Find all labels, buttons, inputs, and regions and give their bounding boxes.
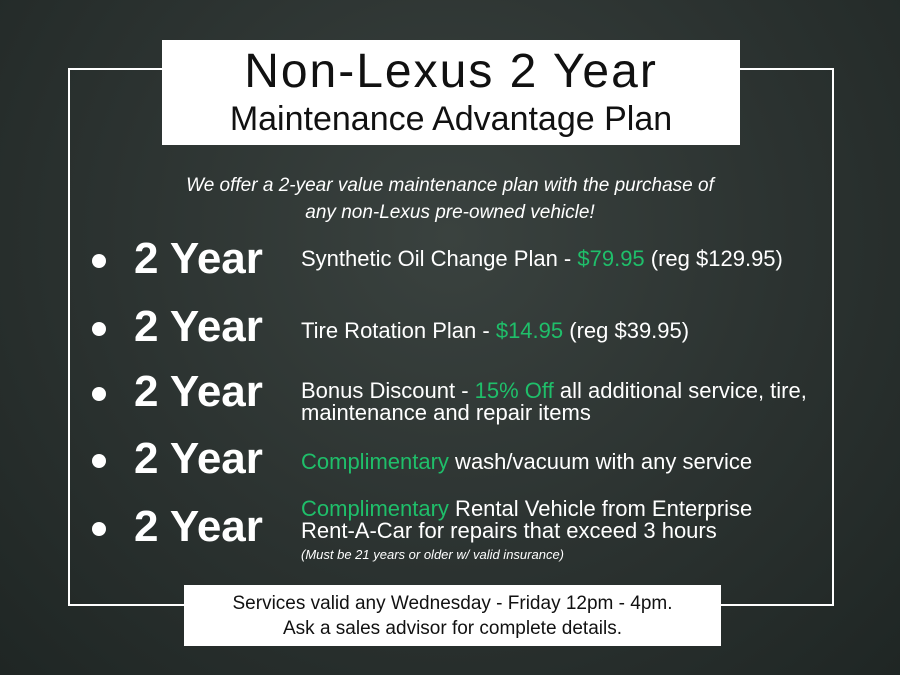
item-label: 2 Year	[134, 302, 263, 351]
footer-line-2: Ask a sales advisor for complete details…	[283, 618, 622, 639]
intro-text: We offer a 2-year value maintenance plan…	[100, 172, 800, 226]
item-desc: Tire Rotation Plan - $14.95 (reg $39.95)	[301, 318, 690, 343]
intro-line-1: We offer a 2-year value maintenance plan…	[186, 175, 714, 196]
item-desc: Bonus Discount - 15% Off all additional …	[301, 378, 807, 425]
item-label: 2 Year	[134, 234, 263, 283]
bullet-icon	[92, 254, 106, 268]
intro-line-2: any non-Lexus pre-owned vehicle!	[305, 202, 595, 223]
bullet-icon	[92, 454, 106, 468]
item-label: 2 Year	[134, 434, 263, 483]
bullet-icon	[92, 522, 106, 536]
item-desc: Complimentary wash/vacuum with any servi…	[301, 449, 753, 474]
item-desc: Synthetic Oil Change Plan - $79.95 (reg …	[301, 246, 783, 271]
eligibility-note: (Must be 21 years or older w/ valid insu…	[301, 547, 565, 562]
bullet-icon	[92, 387, 106, 401]
title-line-2: Maintenance Advantage Plan	[229, 100, 673, 138]
item-label: 2 Year	[134, 367, 263, 416]
title-line-1: Non-Lexus 2 Year	[244, 45, 658, 98]
footer-box: Services valid any Wednesday - Friday 12…	[184, 585, 721, 646]
footer-line-1: Services valid any Wednesday - Friday 12…	[232, 593, 673, 614]
item-label: 2 Year	[134, 502, 263, 551]
title-box: Non-Lexus 2 Year Maintenance Advantage P…	[162, 40, 740, 145]
bullet-icon	[92, 322, 106, 336]
item-desc: Complimentary Rental Vehicle from Enterp…	[301, 498, 752, 566]
